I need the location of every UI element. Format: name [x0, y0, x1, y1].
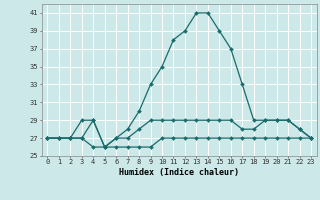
X-axis label: Humidex (Indice chaleur): Humidex (Indice chaleur) [119, 168, 239, 177]
